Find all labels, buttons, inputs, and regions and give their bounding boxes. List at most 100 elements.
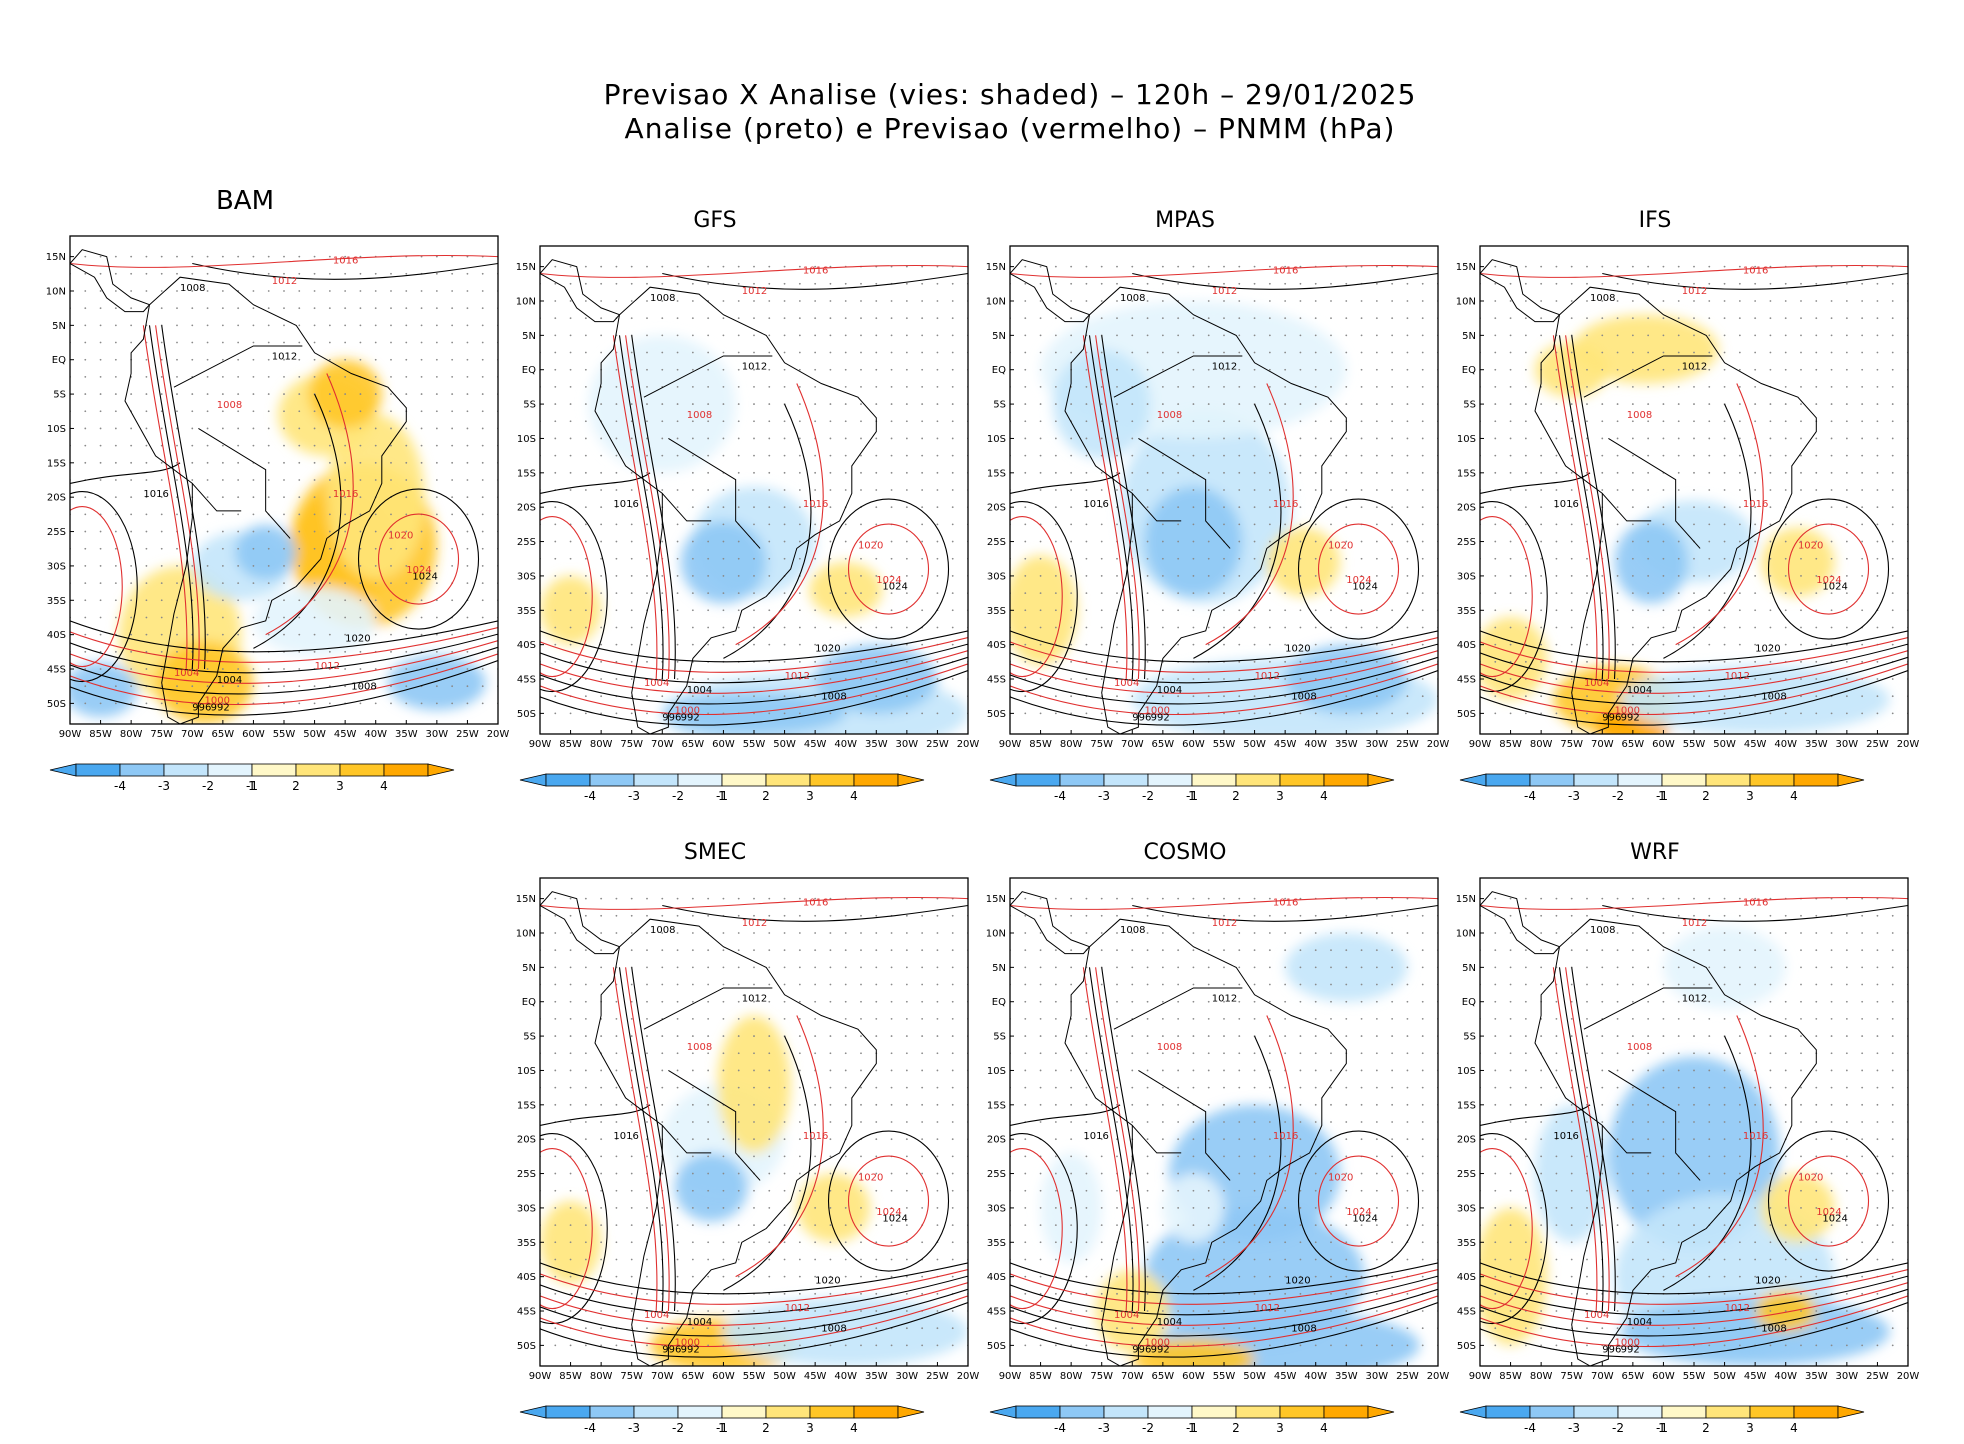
- lon-label: 65W: [1622, 1371, 1645, 1382]
- lat-label: 15N: [1456, 262, 1476, 273]
- lon-label: 80W: [590, 1371, 613, 1382]
- colorbar-tick-label: 2: [762, 1421, 770, 1435]
- colorbar-tick-label: 3: [806, 1421, 814, 1435]
- colorbar-swatch: [1192, 774, 1236, 786]
- lon-label: 85W: [1499, 1371, 1522, 1382]
- lon-label: 35W: [865, 1371, 888, 1382]
- isobar-label-analysis: 1008: [1291, 1324, 1316, 1335]
- lat-label: 25S: [517, 537, 536, 548]
- colorbar-tick-label: 4: [850, 1421, 858, 1435]
- lat-label: 15S: [1457, 1100, 1476, 1111]
- lon-label: 40W: [1774, 739, 1797, 750]
- lat-label: 5N: [992, 963, 1006, 974]
- colorbar-tick-label: 3: [1276, 789, 1284, 803]
- isobar-label-analysis: 1008: [821, 1324, 846, 1335]
- lat-label: 15N: [516, 894, 536, 905]
- colorbar-tick-label: -3: [158, 779, 170, 793]
- lat-label: 10N: [516, 296, 536, 307]
- lat-label: 20S: [517, 503, 536, 514]
- lat-label: 25S: [1457, 1169, 1476, 1180]
- colorbar-swatch: [252, 764, 296, 776]
- lon-label: 25W: [926, 1371, 949, 1382]
- lon-label: 90W: [999, 1371, 1022, 1382]
- isobar-label-forecast: 1008: [1157, 1042, 1182, 1053]
- isobar-label-forecast: 1012: [1682, 918, 1707, 929]
- panel-title-mpas: MPAS: [970, 208, 1400, 233]
- lat-label: 5N: [992, 331, 1006, 342]
- lon-label: 45W: [1274, 1371, 1297, 1382]
- lon-label: 75W: [1560, 739, 1583, 750]
- colorbar-tick-label: 2: [1702, 789, 1710, 803]
- isobar-label-analysis: 1012: [1212, 362, 1237, 373]
- isobar-label-forecast: 1016: [1743, 1131, 1768, 1142]
- lon-label: 85W: [559, 1371, 582, 1382]
- isobar-label-analysis: 1016: [613, 1131, 638, 1142]
- lon-label: 25W: [1396, 739, 1419, 750]
- lon-label: 45W: [1274, 739, 1297, 750]
- colorbar-swatch: [1750, 1406, 1794, 1418]
- isobar-label-analysis: 1008: [821, 692, 846, 703]
- lon-label: 70W: [651, 739, 674, 750]
- lat-label: 20S: [987, 503, 1006, 514]
- lon-label: 50W: [1713, 1371, 1736, 1382]
- lon-label: 75W: [620, 739, 643, 750]
- map-wrf: 1008101210161020102410081004992996101210…: [1440, 878, 1870, 1378]
- colorbar-tick-label: 4: [1320, 789, 1328, 803]
- colorbar-tick-label: -4: [584, 1421, 596, 1435]
- colorbar-swatch: [1530, 774, 1574, 786]
- colorbar-tick-label: 4: [1320, 1421, 1328, 1435]
- colorbar-swatch: [1148, 774, 1192, 786]
- lon-label: 60W: [1182, 1371, 1205, 1382]
- lat-label: 50S: [517, 709, 536, 720]
- lon-label: 40W: [1304, 1371, 1327, 1382]
- lon-label: 90W: [1469, 1371, 1492, 1382]
- isobar-label-forecast: 1000: [1145, 1337, 1170, 1348]
- bias-area: [235, 525, 296, 580]
- colorbar-swatch: [384, 764, 428, 776]
- isobar-label-analysis: 1012: [1682, 994, 1707, 1005]
- colorbar-left-arrow: [50, 764, 76, 776]
- lon-label: 50W: [303, 729, 326, 740]
- lat-label: 10N: [986, 928, 1006, 939]
- lat-label: 5N: [522, 963, 536, 974]
- colorbar-swatch: [1192, 1406, 1236, 1418]
- colorbar-swatch: [810, 774, 854, 786]
- colorbar-tick-label: 1: [1658, 1421, 1666, 1435]
- lon-label: 55W: [1213, 739, 1236, 750]
- isobar-label-analysis: 1012: [1682, 362, 1707, 373]
- lat-label: 10N: [1456, 928, 1476, 939]
- lat-label: 45S: [1457, 1307, 1476, 1318]
- lon-label: 40W: [834, 1371, 857, 1382]
- colorbar-tick-label: 3: [1746, 1421, 1754, 1435]
- colorbar-swatch: [1104, 774, 1148, 786]
- colorbar-swatch: [340, 764, 384, 776]
- lon-label: 30W: [1366, 1371, 1389, 1382]
- lat-label: 15N: [986, 262, 1006, 273]
- lon-label: 70W: [1591, 739, 1614, 750]
- lon-label: 25W: [1396, 1371, 1419, 1382]
- colorbar-swatch: [1280, 774, 1324, 786]
- isobar-label-forecast: 1008: [687, 410, 712, 421]
- lat-label: 20S: [1457, 503, 1476, 514]
- colorbar-tick-label: -3: [1568, 1421, 1580, 1435]
- isobar-label-analysis: 1016: [1553, 499, 1578, 510]
- lon-label: 50W: [1243, 1371, 1266, 1382]
- isobar-label-analysis: 1020: [1755, 644, 1780, 655]
- isobar-label-analysis: 1016: [143, 489, 168, 500]
- lon-label: 80W: [590, 739, 613, 750]
- lat-label: 35S: [47, 596, 66, 607]
- lon-label: 25W: [1866, 1371, 1889, 1382]
- map-bam: 1008101210161020102410081004992996101210…: [30, 236, 460, 736]
- isobar-label-forecast: 1020: [1798, 540, 1823, 551]
- colorbar-right-arrow: [428, 764, 454, 776]
- isobar-label-analysis: 1020: [815, 1276, 840, 1287]
- map-gfs: 1008101210161020102410081004992996101210…: [500, 246, 930, 746]
- colorbar-swatch: [1280, 1406, 1324, 1418]
- colorbar-tick-label: -3: [1098, 789, 1110, 803]
- colorbar-swatch: [1794, 1406, 1838, 1418]
- lat-label: 45S: [1457, 675, 1476, 686]
- lon-label: 35W: [1335, 1371, 1358, 1382]
